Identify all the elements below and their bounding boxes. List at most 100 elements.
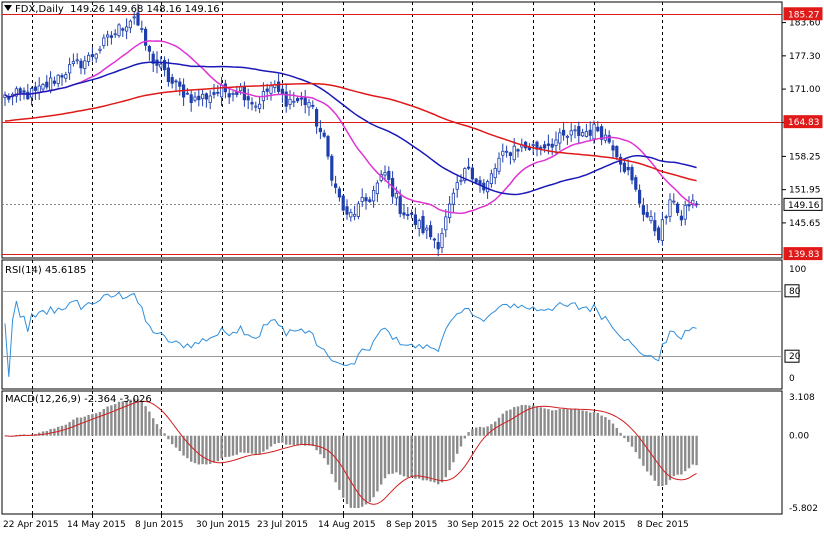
macd-histogram-bar — [528, 405, 531, 436]
macd-histogram-bar — [437, 435, 440, 485]
candle-bear — [52, 80, 57, 84]
candle-bear — [638, 189, 642, 204]
candle-bear — [428, 225, 433, 238]
rsi-tick-label: 80 — [789, 287, 801, 297]
dropdown-triangle-icon[interactable] — [4, 5, 12, 11]
macd-histogram-bar — [657, 435, 660, 487]
macd-histogram-bar — [482, 427, 485, 436]
date-tick-label: 14 May 2015 — [67, 520, 126, 530]
macd-histogram-bar — [266, 435, 269, 450]
candle-bull — [349, 211, 353, 218]
rsi-line — [4, 291, 697, 377]
candle-bull — [106, 34, 110, 38]
candle-bear — [170, 77, 174, 84]
macd-histogram-bar — [680, 435, 683, 475]
macd-histogram-bar — [144, 406, 147, 436]
macd-histogram-bar — [83, 416, 86, 436]
macd-histogram-bar — [304, 435, 307, 446]
candle-bear — [322, 132, 326, 137]
candle-bull — [132, 16, 136, 19]
macd-histogram-bar — [418, 435, 421, 479]
macd-histogram-bar — [368, 435, 371, 502]
macd-histogram-bar — [615, 427, 618, 436]
candle-bull — [569, 130, 573, 136]
candle-bull — [485, 181, 490, 193]
candle-bear — [311, 104, 315, 107]
macd-histogram-bar — [558, 408, 561, 436]
candle-bear — [645, 212, 649, 218]
candle-bear — [634, 177, 638, 190]
macd-histogram-bar — [444, 435, 447, 478]
macd-histogram-bar — [646, 435, 649, 472]
macd-histogram-bar — [600, 415, 603, 436]
candle-bear — [109, 35, 113, 38]
current-price-marker — [783, 197, 823, 211]
candle-bull — [672, 200, 676, 203]
candle-bear — [436, 241, 440, 250]
candle-bear — [276, 81, 281, 92]
date-tick-label: 8 Sep 2015 — [386, 520, 437, 530]
candle-bull — [113, 33, 117, 36]
macd-histogram-bar — [174, 435, 178, 448]
macd-histogram-bar — [114, 404, 117, 436]
macd-histogram-bar — [604, 417, 607, 436]
macd-histogram-bar — [596, 412, 599, 436]
macd-histogram-bar — [501, 413, 504, 436]
macd-histogram-bar — [102, 409, 105, 436]
macd-histogram-bar — [535, 406, 539, 436]
macd-histogram-bar — [64, 424, 67, 436]
macd-histogram-bar — [247, 435, 250, 453]
candle-bull — [185, 92, 189, 95]
candle-bull — [288, 98, 292, 105]
date-tick-label: 22 Apr 2015 — [3, 520, 59, 530]
macd-histogram-bar — [661, 435, 664, 486]
date-tick-label: 30 Sep 2015 — [447, 520, 504, 530]
macd-histogram-bar — [72, 419, 75, 436]
candle-bear — [596, 126, 600, 132]
candle-bull — [683, 204, 687, 220]
macd-histogram-bar — [224, 435, 227, 458]
candle-bull — [417, 220, 421, 229]
candle-bull — [193, 96, 197, 101]
price-tick-label: 171.00 — [789, 85, 821, 95]
candle-bear — [406, 214, 410, 216]
candle-bull — [668, 199, 672, 217]
candle-bear — [657, 227, 661, 241]
macd-header: MACD(12,26,9) -2.364 -3.026 — [5, 394, 152, 405]
macd-histogram-bar — [687, 435, 691, 469]
candle-bear — [299, 97, 304, 100]
candle-bull — [512, 145, 516, 161]
candle-bull — [394, 192, 399, 199]
macd-histogram-bar — [623, 435, 626, 439]
date-tick-label: 23 Jul 2015 — [257, 520, 308, 530]
macd-histogram-bar — [573, 408, 577, 436]
macd-histogram-bar — [186, 435, 189, 459]
candle-bear — [26, 91, 30, 100]
candle-bear — [174, 80, 178, 83]
candle-bear — [280, 88, 285, 95]
macd-histogram-bar — [630, 435, 634, 447]
macd-histogram-bar — [433, 435, 436, 483]
macd-histogram-bar — [193, 435, 197, 464]
candle-bull — [87, 54, 91, 62]
candle-bull — [459, 179, 463, 182]
candle-bear — [543, 144, 547, 149]
candle-bull — [14, 88, 18, 97]
candle-bear — [318, 127, 323, 133]
candle-bull — [56, 74, 60, 84]
macd-histogram-bar — [475, 427, 478, 436]
date-tick-label: 13 Nov 2015 — [568, 520, 626, 530]
macd-histogram-bar — [323, 435, 326, 459]
macd-histogram-bar — [421, 435, 425, 481]
candle-bull — [292, 100, 296, 103]
macd-histogram-bar — [277, 435, 280, 444]
price-marker-label: 139.83 — [788, 250, 820, 260]
macd-histogram-bar — [448, 435, 451, 471]
macd-histogram-bar — [212, 435, 216, 463]
price-tick-label: 145.65 — [789, 219, 821, 229]
macd-histogram-bar — [547, 409, 550, 436]
candle-bear — [368, 199, 372, 202]
macd-histogram-bar — [357, 435, 360, 508]
moving-average-50 — [4, 61, 697, 196]
